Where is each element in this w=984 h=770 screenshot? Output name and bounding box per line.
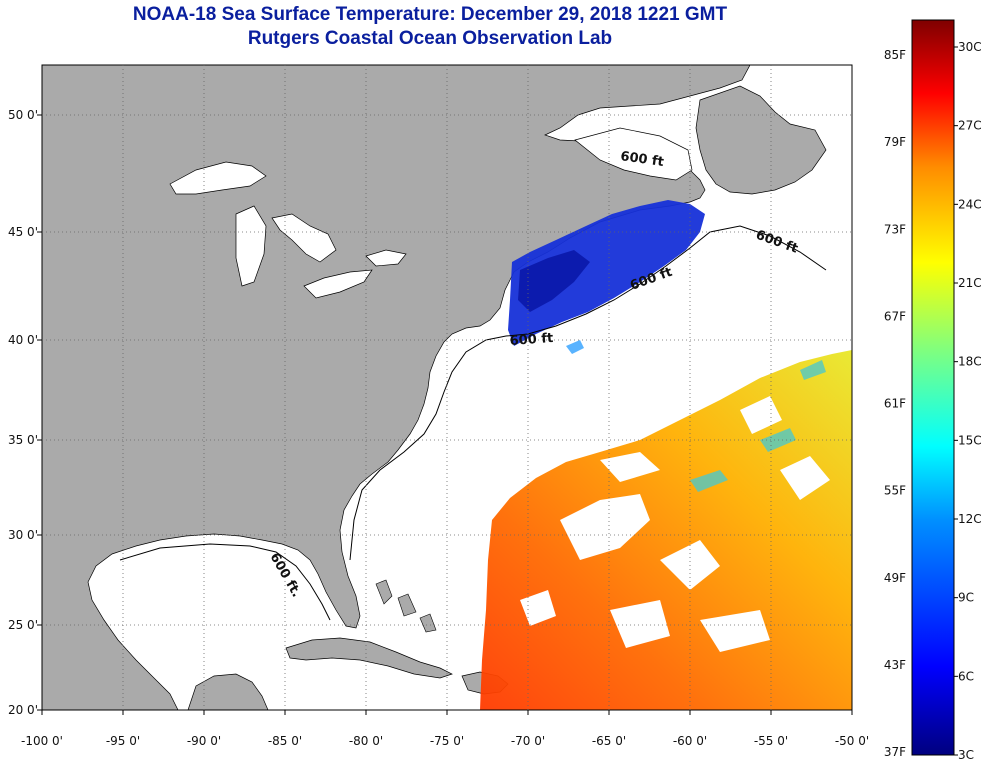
gulf-of-st-lawrence [574,127,693,181]
600ft-contour [119,225,827,621]
x-tick-label: -85 0' [268,734,302,748]
bahamas-islands [375,579,437,633]
x-tick-label: -75 0' [430,734,464,748]
map-title: NOAA-18 Sea Surface Temperature: Decembe… [132,4,728,25]
x-tick-label: -65 0' [592,734,626,748]
colorbar-c-label: 18C [958,355,982,369]
colorbar-c-label: 24C [958,197,982,211]
x-tick-label: -60 0' [673,734,707,748]
y-tick-label: 45 0' [8,225,38,239]
x-tick-label: -70 0' [511,734,545,748]
colorbar-f-label: 79F [884,135,906,149]
colorbar-f-label: 43F [884,658,906,672]
colorbar-f-label: 61F [884,397,906,411]
colorbar-c-label: 21C [958,276,982,290]
sst-cold-patch-cyan [566,340,584,354]
colorbar-c-label: 3C [958,748,974,762]
contour-label: 600 ft [619,149,664,170]
colorbar-c-label: 6C [958,669,974,683]
x-tick-label: -100 0' [21,734,63,748]
colorbar-c-label: 30C [958,40,982,54]
colorbar-f-label: 67F [884,309,906,323]
colorbar-c-label: 27C [958,119,982,133]
x-tick-label: -95 0' [106,734,140,748]
great-lakes [169,161,407,299]
map-subtitle: Rutgers Coastal Ocean Observation Lab [247,28,613,49]
contour-label: 600 ft [509,331,553,349]
y-tick-label: 25 0' [8,618,38,632]
y-tick-label: 40 0' [8,333,38,347]
x-tick-label: -80 0' [349,734,383,748]
x-tick-label: -55 0' [754,734,788,748]
colorbar-c-label: 9C [958,591,974,605]
newfoundland-land [695,85,827,195]
sst-cyan-streaks [690,360,826,492]
colorbar-c-label: 15C [958,433,982,447]
colorbar-f-label: 73F [884,222,906,236]
colorbar-c-label: 12C [958,512,982,526]
map-gridlines [42,65,852,710]
y-tick-label: 30 0' [8,528,38,542]
colorbar-f-label: 37F [884,745,906,759]
cuba-land [285,637,453,679]
sst-cold-patch-dark [518,250,590,312]
temperature-colorbar [911,19,955,756]
colorbar-f-label: 49F [884,571,906,585]
sst-cold-patch [508,200,705,346]
x-tick-label: -50 0' [835,734,869,748]
colorbar-f-label: 55F [884,484,906,498]
y-tick-label: 20 0' [8,703,38,717]
cloud-gap [520,396,830,652]
y-tick-label: 35 0' [8,433,38,447]
y-tick-label: 50 0' [8,108,38,122]
x-tick-label: -90 0' [187,734,221,748]
yucatan-land [187,673,269,710]
colorbar-f-label: 85F [884,48,906,62]
